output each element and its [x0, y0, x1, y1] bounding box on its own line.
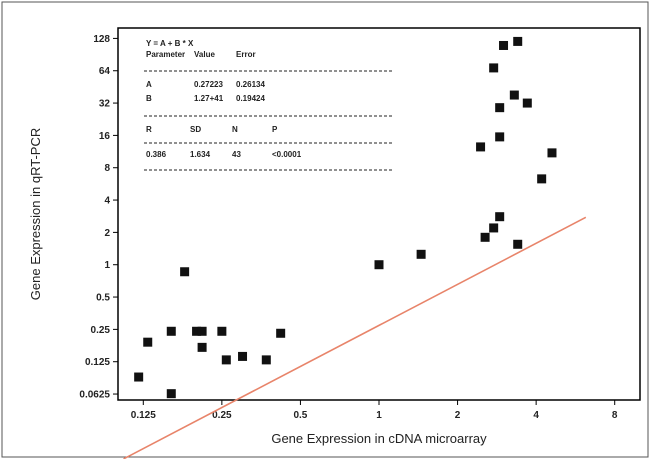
y-tick-label: 0.25 [91, 325, 111, 336]
data-point [143, 337, 153, 347]
x-tick-label: 2 [455, 410, 461, 421]
data-point [537, 174, 547, 184]
data-points [134, 36, 557, 399]
data-point [217, 326, 227, 336]
data-point [547, 148, 557, 158]
y-axis-title: Gene Expression in qRT-PCR [28, 128, 43, 300]
fit-param-a-value: 0.27223 [194, 80, 223, 89]
data-point [513, 239, 523, 249]
data-point [495, 103, 505, 113]
x-tick-label: 4 [533, 410, 539, 421]
x-tick-label: 0.125 [131, 410, 156, 421]
y-tick-label: 8 [104, 163, 110, 174]
data-point [499, 40, 509, 50]
data-point [513, 36, 523, 46]
data-point [166, 389, 176, 399]
y-axis-ticks: 128 64 32 16 8 4 2 1 0.5 0.25 0.125 0.0625 [79, 34, 118, 401]
y-tick-label: 16 [99, 131, 111, 142]
y-tick-label: 4 [104, 196, 110, 207]
data-point [374, 260, 384, 270]
x-tick-label: 8 [612, 410, 618, 421]
fit-param-b-name: B [146, 94, 152, 103]
data-point [495, 132, 505, 142]
x-axis-title: Gene Expression in cDNA microarray [271, 431, 487, 446]
y-tick-label: 64 [99, 66, 111, 77]
fit-line-layer [123, 216, 587, 459]
fit-stat-n-value: 43 [232, 150, 241, 159]
fit-header-parameter: Parameter [146, 50, 185, 59]
y-tick-label: 0.0625 [79, 390, 110, 401]
data-point [489, 223, 499, 233]
y-tick-label: 0.5 [96, 293, 110, 304]
data-point [197, 326, 207, 336]
fit-stat-sd-label: SD [190, 125, 201, 134]
data-point [261, 355, 271, 365]
y-tick-label: 32 [99, 99, 111, 110]
data-point [276, 328, 286, 338]
fit-param-b-error: 0.19424 [236, 94, 265, 103]
data-point [134, 372, 144, 382]
data-point [238, 351, 248, 361]
y-tick-label: 1 [104, 260, 110, 271]
y-tick-label: 0.125 [85, 357, 110, 368]
x-axis-ticks: 0.125 0.25 0.5 1 2 4 8 [131, 400, 618, 421]
fit-stat-p-label: P [272, 125, 278, 134]
y-tick-label: 2 [104, 228, 110, 239]
fit-stat-sd-value: 1.634 [190, 150, 211, 159]
x-tick-label: 0.5 [293, 410, 307, 421]
data-point [509, 90, 519, 100]
fit-line [123, 216, 587, 459]
data-point [480, 232, 490, 242]
fit-param-b-value: 1.27+41 [194, 94, 224, 103]
data-point [476, 142, 486, 152]
fit-annotation: Y = A + B * X Parameter Value Error A 0.… [144, 39, 392, 171]
fit-equation: Y = A + B * X [146, 39, 194, 48]
y-tick-label: 128 [93, 34, 110, 45]
data-point [180, 267, 190, 277]
data-point [197, 342, 207, 352]
fit-param-a-error: 0.26134 [236, 80, 265, 89]
data-point [522, 98, 532, 108]
fit-stat-p-value: <0.0001 [272, 150, 302, 159]
fit-stat-n-label: N [232, 125, 238, 134]
data-point [416, 249, 426, 259]
fit-header-value: Value [194, 50, 215, 59]
fit-param-a-name: A [146, 80, 152, 89]
data-point [166, 326, 176, 336]
data-point [221, 355, 231, 365]
data-point [495, 212, 505, 222]
x-tick-label: 1 [376, 410, 382, 421]
fit-stat-r-value: 0.386 [146, 150, 167, 159]
data-point [192, 326, 202, 336]
x-tick-label: 0.25 [212, 410, 232, 421]
data-point [489, 63, 499, 73]
fit-header-error: Error [236, 50, 256, 59]
fit-stat-r-label: R [146, 125, 152, 134]
